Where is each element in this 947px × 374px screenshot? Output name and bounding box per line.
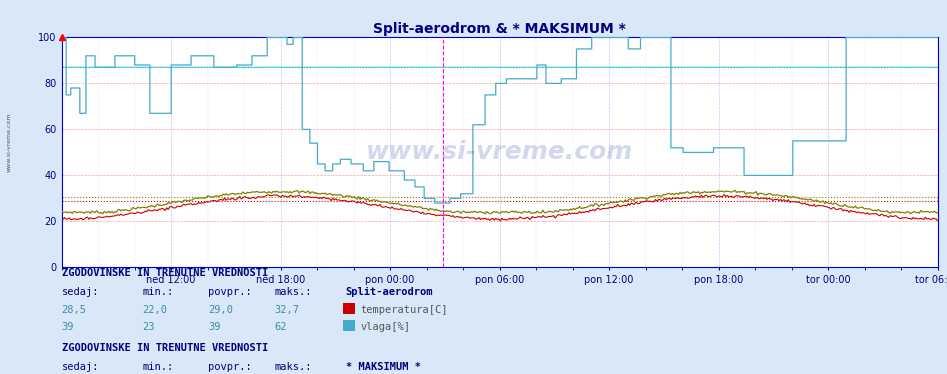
- Text: povpr.:: povpr.:: [208, 362, 252, 371]
- Text: Split-aerodrom: Split-aerodrom: [346, 288, 433, 297]
- Text: 22,0: 22,0: [142, 306, 167, 315]
- Text: maks.:: maks.:: [275, 362, 313, 371]
- Text: 23: 23: [142, 322, 154, 332]
- Text: 29,0: 29,0: [208, 306, 233, 315]
- Title: Split-aerodrom & * MAKSIMUM *: Split-aerodrom & * MAKSIMUM *: [373, 22, 626, 36]
- Text: 28,5: 28,5: [62, 306, 86, 315]
- Text: ZGODOVINSKE IN TRENUTNE VREDNOSTI: ZGODOVINSKE IN TRENUTNE VREDNOSTI: [62, 268, 268, 278]
- Text: vlaga[%]: vlaga[%]: [361, 322, 411, 332]
- Text: min.:: min.:: [142, 288, 173, 297]
- Text: ZGODOVINSKE IN TRENUTNE VREDNOSTI: ZGODOVINSKE IN TRENUTNE VREDNOSTI: [62, 343, 268, 353]
- Text: 32,7: 32,7: [275, 306, 299, 315]
- Text: sedaj:: sedaj:: [62, 362, 99, 371]
- Text: sedaj:: sedaj:: [62, 288, 99, 297]
- Text: www.si-vreme.com: www.si-vreme.com: [7, 112, 12, 172]
- Text: 62: 62: [275, 322, 287, 332]
- Text: www.si-vreme.com: www.si-vreme.com: [366, 140, 634, 165]
- Text: 39: 39: [62, 322, 74, 332]
- Text: 39: 39: [208, 322, 221, 332]
- Text: maks.:: maks.:: [275, 288, 313, 297]
- Text: povpr.:: povpr.:: [208, 288, 252, 297]
- Text: min.:: min.:: [142, 362, 173, 371]
- Text: * MAKSIMUM *: * MAKSIMUM *: [346, 362, 420, 371]
- Text: temperatura[C]: temperatura[C]: [361, 306, 448, 315]
